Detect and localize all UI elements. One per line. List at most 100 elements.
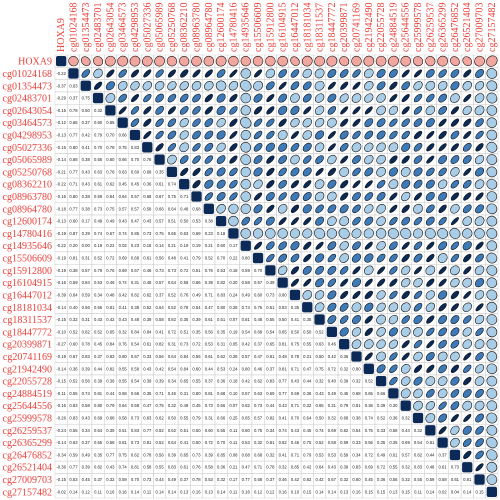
correlation-ellipse [413, 118, 423, 128]
correlation-value: 0.81 [463, 477, 472, 482]
correlation-ellipse [253, 241, 263, 250]
correlation-ellipse [474, 216, 485, 227]
correlation-value: 0.10 [229, 391, 238, 396]
correlation-value: 0.63 [119, 169, 128, 174]
correlation-value: 0.70 [291, 416, 300, 421]
correlation-value: 0.62 [168, 428, 177, 433]
correlation-value: 0.59 [340, 440, 349, 445]
correlation-ellipse [143, 106, 152, 115]
correlation-ellipse [413, 69, 423, 78]
correlation-ellipse [192, 130, 201, 140]
correlation-value: 0.50 [168, 416, 177, 421]
row-label: cg24884519 [3, 389, 52, 400]
correlation-value: 0.17 [229, 243, 238, 248]
correlation-ellipse [376, 81, 386, 91]
correlation-ellipse [413, 339, 423, 349]
correlation-ellipse [474, 105, 485, 116]
correlation-ellipse [401, 191, 411, 202]
correlation-value: 0.68 [143, 169, 152, 174]
correlation-ellipse [450, 339, 460, 349]
correlation-ellipse [474, 93, 485, 103]
correlation-value: 0.37 [254, 342, 263, 347]
correlation-value: 0.02 [439, 489, 448, 494]
correlation-value: 0.61 [143, 342, 152, 347]
correlation-ellipse [253, 167, 263, 177]
correlation-ellipse [486, 326, 498, 338]
correlation-ellipse [376, 130, 386, 140]
correlation-value: 0.82 [303, 477, 312, 482]
correlation-ellipse [265, 216, 275, 226]
correlation-value: 0.81 [242, 317, 251, 322]
correlation-value: -0.14 [56, 440, 66, 445]
correlation-ellipse [266, 130, 275, 140]
row-label: cg16104915 [3, 278, 52, 289]
correlation-value: 0.81 [69, 256, 78, 261]
correlation-value: 0.30 [389, 403, 398, 408]
correlation-ellipse [143, 118, 152, 127]
correlation-ellipse [352, 290, 361, 300]
correlation-value: 0.67 [106, 231, 115, 236]
correlation-value: 0.68 [217, 391, 226, 396]
correlation-value: 0.52 [168, 292, 177, 297]
correlation-value: 0.62 [254, 379, 263, 384]
correlation-ellipse [364, 80, 374, 91]
row-label: cg18181034 [3, 303, 52, 314]
correlation-value: 0.61 [205, 354, 214, 359]
cell-frame [485, 485, 499, 499]
correlation-ellipse [278, 81, 287, 90]
correlation-ellipse [438, 413, 448, 423]
column-label: cg14935646 [241, 3, 252, 52]
correlation-ellipse [413, 351, 423, 362]
correlation-ellipse [314, 179, 325, 190]
correlation-value: 0.68 [131, 403, 140, 408]
diagonal-mark [105, 105, 116, 116]
correlation-value: 0.61 [180, 465, 189, 470]
correlation-value: 0.43 [82, 416, 91, 421]
correlation-ellipse [389, 266, 398, 275]
correlation-value: 0.58 [131, 366, 140, 371]
correlation-value: 0.67 [131, 354, 140, 359]
correlation-value: 0.54 [242, 329, 251, 334]
correlation-value: 0.32 [303, 403, 312, 408]
correlation-value: 0.83 [82, 354, 91, 359]
correlation-ellipse [167, 106, 176, 115]
correlation-value: 0.75 [119, 452, 128, 457]
correlation-ellipse [327, 81, 336, 90]
correlation-value: 0.37 [205, 379, 214, 384]
correlation-value: 0.53 [217, 366, 226, 371]
correlation-ellipse [229, 69, 238, 78]
correlation-value: 0.37 [82, 120, 91, 125]
correlation-value: -0.15 [56, 477, 66, 482]
correlation-value: 0.50 [279, 317, 288, 322]
correlation-value: 0.51 [168, 219, 177, 224]
correlation-value: 0.48 [254, 317, 263, 322]
correlation-value: 0.72 [106, 256, 115, 261]
correlation-value: 0.49 [106, 219, 115, 224]
correlation-ellipse [252, 228, 264, 239]
correlation-value: 0.52 [315, 440, 324, 445]
correlation-ellipse [426, 278, 435, 287]
correlation-value: 0.19 [229, 329, 238, 334]
correlation-value: 0.22 [106, 243, 115, 248]
correlation-ellipse [289, 228, 301, 239]
correlation-ellipse [216, 142, 226, 152]
correlation-ellipse [425, 216, 435, 226]
correlation-ellipse [424, 227, 436, 239]
correlation-ellipse [401, 155, 410, 164]
correlation-ellipse [253, 106, 263, 115]
correlation-value: 0.68 [69, 157, 78, 162]
correlation-ellipse [426, 327, 435, 337]
correlation-ellipse [438, 401, 447, 410]
correlation-value: 0.48 [426, 465, 435, 470]
correlation-ellipse [450, 351, 460, 362]
correlation-ellipse [340, 192, 349, 201]
correlation-value: 0.32 [106, 477, 115, 482]
column-label: cg16447012 [290, 3, 301, 52]
correlation-value: 0.47 [143, 403, 152, 408]
correlation-value: 0.51 [180, 329, 189, 334]
correlation-ellipse [401, 118, 410, 127]
correlation-ellipse [388, 167, 399, 177]
correlation-ellipse [216, 204, 226, 214]
correlation-ellipse [425, 105, 436, 116]
correlation-value: 0.83 [168, 465, 177, 470]
